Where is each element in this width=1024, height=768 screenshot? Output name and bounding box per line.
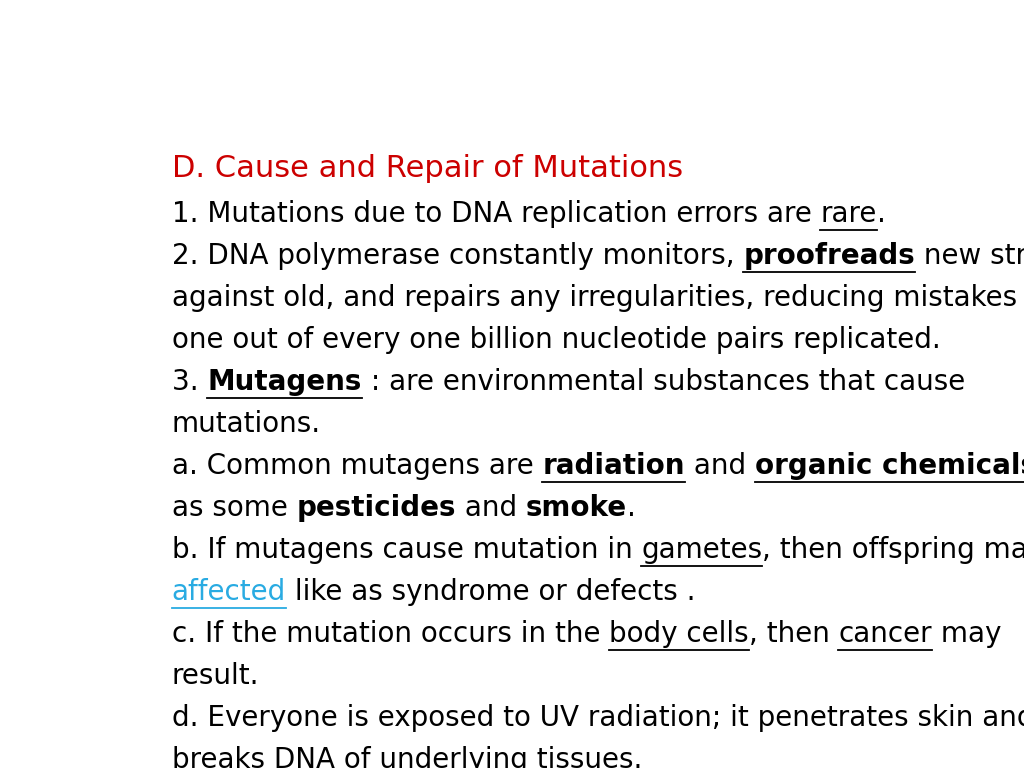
Text: and: and <box>685 452 755 480</box>
Text: like as syndrome or defects .: like as syndrome or defects . <box>286 578 695 606</box>
Text: new strand: new strand <box>914 243 1024 270</box>
Text: affected: affected <box>172 578 286 606</box>
Text: against old, and repairs any irregularities, reducing mistakes to: against old, and repairs any irregularit… <box>172 284 1024 313</box>
Text: pesticides: pesticides <box>296 495 456 522</box>
Text: radiation: radiation <box>543 452 685 480</box>
Text: and: and <box>456 495 526 522</box>
Text: proofreads: proofreads <box>743 243 914 270</box>
Text: .: . <box>877 200 886 228</box>
Text: as some: as some <box>172 495 296 522</box>
Text: b. If mutagens cause mutation in: b. If mutagens cause mutation in <box>172 536 641 564</box>
Text: 3.: 3. <box>172 369 207 396</box>
Text: result.: result. <box>172 662 259 690</box>
Text: Mutagens: Mutagens <box>207 369 361 396</box>
Text: mutations.: mutations. <box>172 410 321 439</box>
Text: D. Cause and Repair of Mutations: D. Cause and Repair of Mutations <box>172 154 683 184</box>
Text: , then offspring may be: , then offspring may be <box>763 536 1024 564</box>
Text: cancer: cancer <box>839 621 932 648</box>
Text: gametes: gametes <box>641 536 763 564</box>
Text: : are environmental substances that cause: : are environmental substances that caus… <box>361 369 965 396</box>
Text: one out of every one billion nucleotide pairs replicated.: one out of every one billion nucleotide … <box>172 326 940 354</box>
Text: c. If the mutation occurs in the: c. If the mutation occurs in the <box>172 621 609 648</box>
Text: body cells: body cells <box>609 621 749 648</box>
Text: smoke: smoke <box>526 495 627 522</box>
Text: .: . <box>627 495 636 522</box>
Text: may: may <box>932 621 1001 648</box>
Text: a. Common mutagens are: a. Common mutagens are <box>172 452 543 480</box>
Text: d. Everyone is exposed to UV radiation; it penetrates skin and: d. Everyone is exposed to UV radiation; … <box>172 704 1024 732</box>
Text: 1. Mutations due to DNA replication errors are: 1. Mutations due to DNA replication erro… <box>172 200 820 228</box>
Text: organic chemicals: organic chemicals <box>755 452 1024 480</box>
Text: breaks DNA of underlying tissues.: breaks DNA of underlying tissues. <box>172 746 642 768</box>
Text: 2. DNA polymerase constantly monitors,: 2. DNA polymerase constantly monitors, <box>172 243 743 270</box>
Text: rare: rare <box>820 200 877 228</box>
Text: , then: , then <box>749 621 839 648</box>
